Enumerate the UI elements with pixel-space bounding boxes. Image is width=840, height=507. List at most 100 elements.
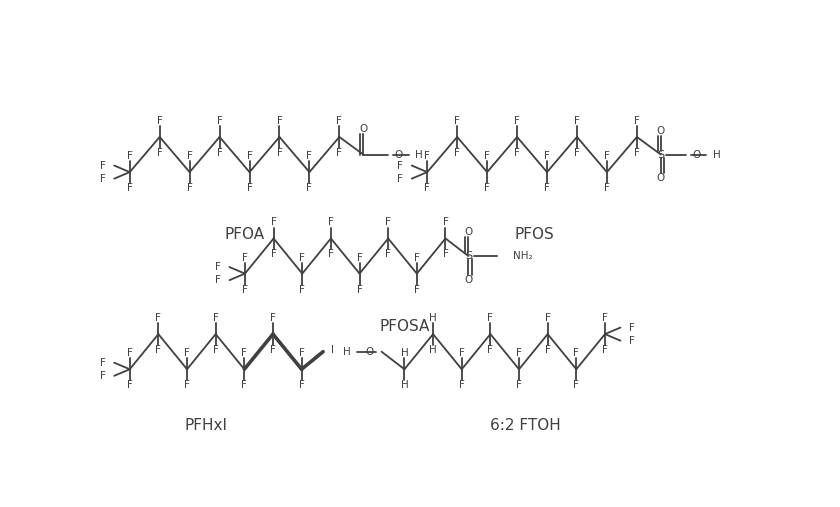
Text: PFOSA: PFOSA (380, 319, 429, 334)
Text: F: F (414, 284, 420, 295)
Text: F: F (386, 249, 391, 260)
Text: F: F (270, 249, 276, 260)
Text: F: F (270, 313, 276, 323)
Text: O: O (465, 275, 473, 285)
Text: I: I (331, 345, 333, 355)
Text: F: F (328, 249, 333, 260)
Text: F: F (574, 148, 580, 158)
Text: F: F (299, 380, 305, 390)
Text: F: F (516, 380, 522, 390)
Text: F: F (424, 151, 430, 161)
Text: F: F (155, 313, 161, 323)
Text: F: F (574, 116, 580, 126)
Text: PFOA: PFOA (225, 227, 265, 242)
Text: PFHxI: PFHxI (185, 418, 228, 433)
Text: F: F (602, 345, 608, 355)
Text: F: F (459, 380, 465, 390)
Text: F: F (357, 284, 363, 295)
Text: F: F (337, 116, 342, 126)
Text: F: F (487, 345, 493, 355)
Text: O: O (365, 347, 374, 357)
Text: F: F (307, 183, 312, 193)
Text: F: F (634, 148, 640, 158)
Text: F: F (100, 174, 106, 184)
Text: F: F (484, 151, 490, 161)
Text: F: F (337, 148, 342, 158)
Text: F: F (514, 116, 520, 126)
Text: F: F (454, 148, 460, 158)
Text: F: F (100, 371, 106, 381)
Text: H: H (429, 313, 437, 323)
Text: F: F (127, 151, 133, 161)
Text: O: O (465, 227, 473, 237)
Text: F: F (386, 218, 391, 228)
Text: F: F (155, 345, 161, 355)
Text: F: F (157, 116, 163, 126)
Text: F: F (127, 183, 133, 193)
Text: F: F (242, 252, 248, 263)
Text: F: F (443, 249, 449, 260)
Text: F: F (215, 275, 221, 285)
Text: F: F (213, 313, 218, 323)
Text: F: F (443, 218, 449, 228)
Text: F: F (270, 218, 276, 228)
Text: F: F (545, 345, 550, 355)
Text: O: O (657, 173, 665, 184)
Text: H: H (416, 150, 423, 160)
Text: H: H (401, 380, 408, 390)
Text: F: F (299, 252, 305, 263)
Text: F: F (602, 313, 608, 323)
Text: F: F (397, 174, 403, 184)
Text: F: F (514, 148, 520, 158)
Text: F: F (629, 336, 635, 346)
Text: F: F (574, 348, 580, 358)
Text: F: F (247, 183, 253, 193)
Text: F: F (186, 151, 192, 161)
Text: F: F (127, 348, 133, 358)
Text: H: H (343, 347, 350, 357)
Text: F: F (544, 151, 550, 161)
Text: F: F (328, 218, 333, 228)
Text: F: F (397, 161, 403, 170)
Text: O: O (692, 150, 701, 160)
Text: F: F (629, 322, 635, 333)
Text: O: O (360, 124, 367, 134)
Text: F: F (100, 358, 106, 368)
Text: F: F (100, 161, 106, 170)
Text: O: O (395, 150, 403, 160)
Text: F: F (241, 380, 247, 390)
Text: F: F (247, 151, 253, 161)
Text: S: S (657, 150, 664, 160)
Text: F: F (241, 348, 247, 358)
Text: F: F (459, 348, 465, 358)
Text: F: F (215, 262, 221, 272)
Text: F: F (484, 183, 490, 193)
Text: F: F (544, 183, 550, 193)
Text: F: F (217, 116, 223, 126)
Text: F: F (276, 148, 282, 158)
Text: F: F (127, 380, 133, 390)
Text: F: F (516, 348, 522, 358)
Text: F: F (276, 116, 282, 126)
Text: F: F (213, 345, 218, 355)
Text: H: H (713, 150, 721, 160)
Text: F: F (604, 183, 610, 193)
Text: F: F (184, 348, 190, 358)
Text: F: F (487, 313, 493, 323)
Text: 6:2 FTOH: 6:2 FTOH (490, 418, 560, 433)
Text: F: F (299, 348, 305, 358)
Text: F: F (184, 380, 190, 390)
Text: F: F (454, 116, 460, 126)
Text: F: F (414, 252, 420, 263)
Text: F: F (242, 284, 248, 295)
Text: F: F (424, 183, 430, 193)
Text: F: F (157, 148, 163, 158)
Text: F: F (217, 148, 223, 158)
Text: O: O (657, 126, 665, 136)
Text: F: F (186, 183, 192, 193)
Text: F: F (270, 345, 276, 355)
Text: F: F (604, 151, 610, 161)
Text: F: F (299, 284, 305, 295)
Text: PFOS: PFOS (515, 227, 554, 242)
Text: NH₂: NH₂ (512, 251, 533, 261)
